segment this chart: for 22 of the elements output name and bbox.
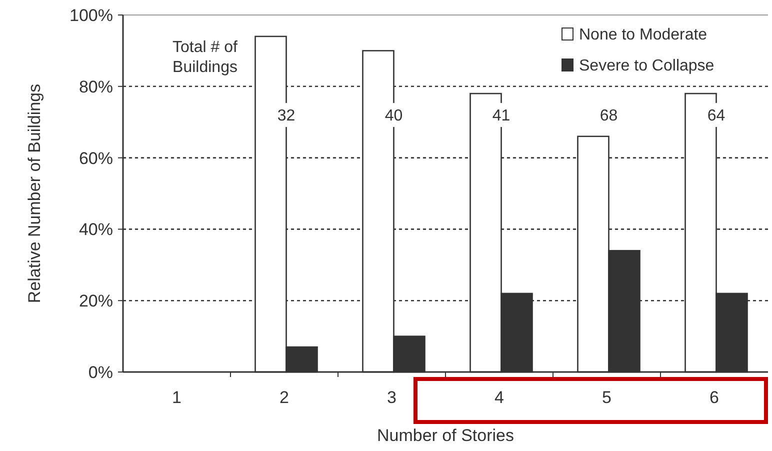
x-tick-label: 1 bbox=[172, 388, 182, 407]
y-tick-label: 80% bbox=[78, 77, 113, 96]
x-tick-label: 5 bbox=[602, 388, 612, 407]
annotation: 64 bbox=[707, 108, 726, 125]
annotation: 41 bbox=[492, 108, 510, 125]
y-tick-label: 40% bbox=[78, 220, 113, 240]
y-tick-label: 20% bbox=[78, 292, 113, 311]
y-tick-label: 0% bbox=[88, 362, 113, 382]
y-tick-label: 60% bbox=[78, 148, 113, 168]
annotation: 40 bbox=[384, 108, 403, 125]
x-tick-label: 2 bbox=[280, 388, 289, 407]
legend-label: Severe to Collapse bbox=[579, 58, 714, 75]
annotation: 68 bbox=[600, 108, 618, 125]
y-tick-label: 100% bbox=[70, 6, 113, 25]
x-tick-label: 6 bbox=[710, 388, 719, 407]
annotation: Total # of Buildings bbox=[172, 39, 238, 76]
y-axis-title: Relative Number of Buildings bbox=[25, 84, 44, 304]
x-tick-label: 3 bbox=[387, 388, 396, 407]
x-tick-label: 4 bbox=[494, 388, 504, 407]
x-axis-title: Number of Stories bbox=[377, 426, 514, 445]
legend-label: None to Moderate bbox=[579, 26, 708, 44]
annotation: 32 bbox=[277, 108, 296, 125]
